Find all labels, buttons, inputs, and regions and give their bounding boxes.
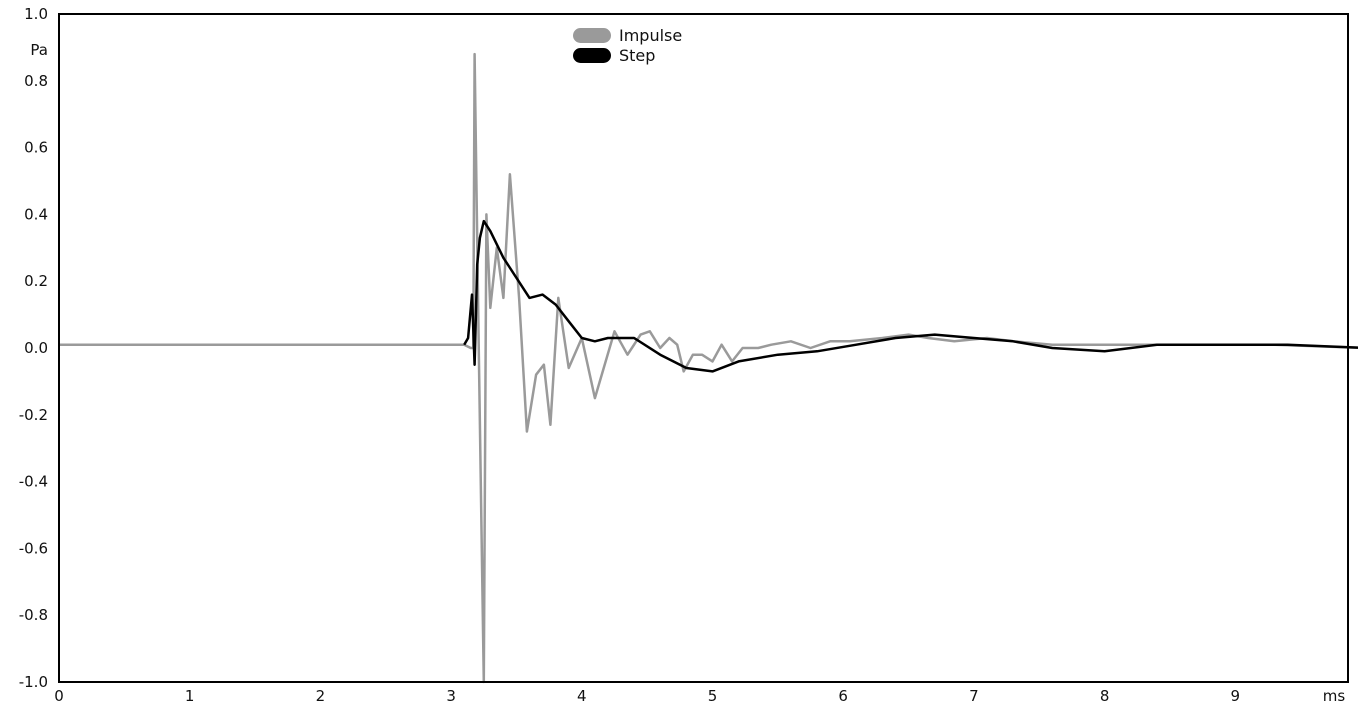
y-tick-label: -1.0: [19, 673, 48, 691]
y-tick-label: 1.0: [24, 5, 48, 23]
x-tick-label: 6: [838, 687, 848, 705]
x-tick-label: 4: [577, 687, 587, 705]
y-tick-label: 0.6: [24, 139, 48, 157]
y-tick-label: -0.2: [19, 406, 48, 424]
y-tick-label: -0.4: [19, 473, 48, 491]
x-tick-label: 0: [54, 687, 64, 705]
y-tick-label: -0.8: [19, 606, 48, 624]
x-tick-label: 2: [316, 687, 326, 705]
y-tick-label: 0.8: [24, 72, 48, 90]
y-tick-label: 0.4: [24, 205, 48, 223]
y-axis-ticks: 1.0 0.8 0.6 0.4 0.2 0.0 -0.2 -0.4 -0.6 -0.8 -1.0: [19, 5, 48, 691]
legend-label-step: Step: [619, 46, 655, 65]
x-tick-label: 7: [969, 687, 979, 705]
y-tick-label: -0.6: [19, 539, 48, 557]
y-axis-unit: Pa: [30, 41, 48, 59]
y-tick-label: 0.0: [24, 339, 48, 357]
x-axis-unit: ms: [1323, 687, 1346, 705]
x-axis-ticks: 0 1 2 3 4 5 6 7 8 9: [54, 687, 1240, 705]
x-tick-label: 9: [1231, 687, 1241, 705]
x-tick-label: 3: [446, 687, 456, 705]
x-tick-label: 1: [185, 687, 195, 705]
series-line-step: [463, 219, 1358, 373]
legend-swatch-impulse: [573, 28, 611, 43]
x-tick-label: 8: [1100, 687, 1110, 705]
plot-frame: [58, 13, 1349, 683]
y-tick-label: 0.2: [24, 272, 48, 290]
x-tick-label: 5: [708, 687, 718, 705]
series-layer: [59, 52, 1358, 684]
legend-label-impulse: Impulse: [619, 26, 682, 45]
legend-swatch-step: [573, 48, 611, 63]
series-line-impulse: [59, 52, 1358, 684]
